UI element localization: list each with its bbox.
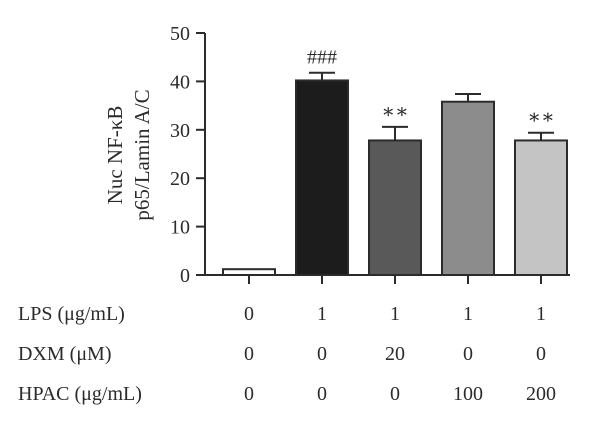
treatment-row-value: 1 <box>390 303 400 325</box>
y-tick-label: 20 <box>170 168 190 190</box>
treatment-row-value: 0 <box>463 343 473 365</box>
treatment-row-value: 1 <box>463 303 473 325</box>
treatment-row-value: 0 <box>536 343 546 365</box>
treatment-row-label: LPS (μg/mL) <box>18 303 125 325</box>
treatment-row-value: 100 <box>453 383 483 405</box>
treatment-row-label: DXM (μM) <box>18 343 112 365</box>
treatment-row-value: 0 <box>244 343 254 365</box>
significance-label: ∗∗ <box>381 101 408 123</box>
significance-label: ∗∗ <box>527 107 554 129</box>
x-axis <box>205 274 570 284</box>
y-tick-label: 10 <box>170 217 190 239</box>
treatment-row-value: 0 <box>244 303 254 325</box>
bar <box>368 139 422 276</box>
bar <box>295 79 349 276</box>
y-axis-title-line-1: Nuc NF-κB <box>103 106 127 205</box>
bars: ### ∗∗ ∗∗ <box>222 47 568 276</box>
bar <box>441 100 495 276</box>
bar <box>514 139 568 276</box>
treatment-row-value: 200 <box>526 383 556 405</box>
y-tick-label: 40 <box>170 71 190 93</box>
treatment-row-value: 0 <box>317 343 327 365</box>
y-axis-title-line-2: p65/Lamin A/C <box>130 89 154 220</box>
treatment-row-label: HPAC (μg/mL) <box>18 383 142 405</box>
y-tick-label: 0 <box>180 265 190 287</box>
treatment-row-value: 1 <box>536 303 546 325</box>
treatment-row-value: 0 <box>317 383 327 405</box>
treatment-row-value: 1 <box>317 303 327 325</box>
treatment-row-value: 0 <box>390 383 400 405</box>
significance-label: ### <box>307 47 337 69</box>
treatment-row-value: 0 <box>244 383 254 405</box>
y-axis: 0 10 20 30 40 50 <box>170 23 206 287</box>
y-tick-label: 50 <box>170 23 190 45</box>
treatment-row-value: 20 <box>385 343 405 365</box>
y-tick-label: 30 <box>170 120 190 142</box>
y-axis-title: Nuc NF-κB p65/Lamin A/C <box>103 89 154 220</box>
